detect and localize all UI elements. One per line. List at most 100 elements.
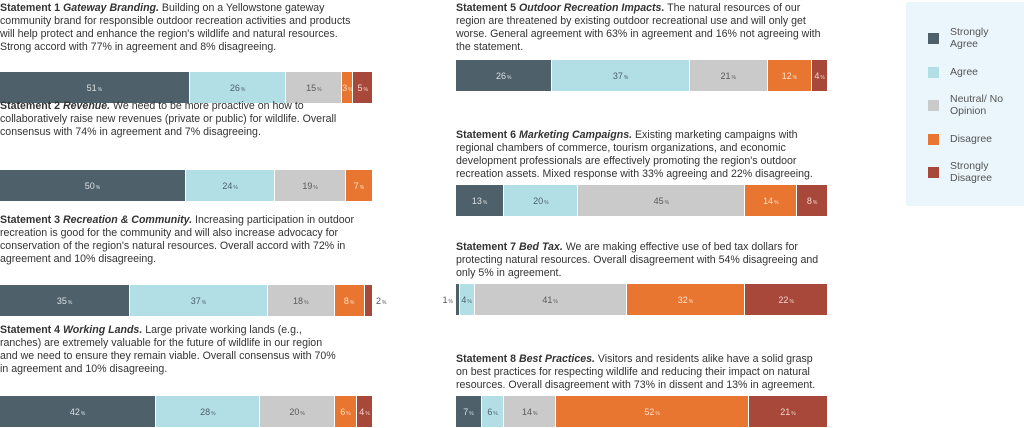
- bar-segment-neutral: 21%: [689, 60, 768, 91]
- bar-segment-disagree: 32%: [626, 284, 746, 315]
- data-label: 21%: [720, 70, 736, 81]
- data-label: 14%: [763, 195, 779, 206]
- legend-item-strongly-agree: Strongly Agree: [928, 26, 1008, 50]
- legend-swatch: [928, 166, 939, 178]
- data-label: 1%: [442, 294, 453, 305]
- bar-segment-strongly-disagree: 2%: [364, 285, 386, 316]
- statement-description: Existing marketing campaigns with region…: [456, 129, 813, 180]
- data-label: 6%: [487, 406, 498, 417]
- statement-number: Statement 3 Recreation & Community.: [0, 214, 193, 226]
- statement-title: Working Lands.: [63, 324, 143, 336]
- legend-label: Agree: [950, 66, 979, 78]
- statement-description: The natural resources of our region are …: [456, 2, 821, 53]
- statement-title: Revenue.: [63, 100, 111, 112]
- data-label: 5%: [357, 82, 368, 93]
- statement-title: Gateway Branding.: [63, 2, 159, 14]
- statement-number: Statement 8 Best Practices.: [456, 353, 595, 365]
- data-label: 4%: [359, 406, 370, 417]
- legend-swatch: [928, 32, 939, 44]
- data-label: 45%: [653, 195, 670, 206]
- bar-segment-strongly-disagree: 4%: [357, 396, 372, 427]
- bar-segment-neutral: 20%: [260, 396, 335, 427]
- data-label: 12%: [781, 70, 798, 81]
- data-label: 24%: [222, 180, 238, 191]
- data-label: 51%: [86, 82, 103, 93]
- legend-swatch: [928, 66, 939, 78]
- bar-segment-neutral: 45%: [578, 185, 746, 216]
- bar-segment-disagree: 3%: [342, 72, 354, 103]
- bar-segment-strongly-disagree: 4%: [812, 60, 827, 91]
- data-label: 4%: [814, 70, 825, 81]
- bar-segment-strongly-agree: 26%: [456, 60, 553, 91]
- data-label: 52%: [644, 406, 660, 417]
- bar-segment-agree: 24%: [186, 170, 276, 201]
- legend: Strongly Agree Agree Neutral/ No Opinion…: [906, 2, 1024, 206]
- statement-number: Statement 6 Marketing Campaigns.: [456, 129, 633, 141]
- legend-label: Disagree: [950, 133, 993, 145]
- statement-number: Statement 4 Working Lands.: [0, 324, 143, 336]
- statement-7-text: Statement 7 Bed Tax. We are making effec…: [456, 241, 826, 280]
- data-label: 20%: [289, 406, 305, 417]
- legend-item-strongly-disagree: Strongly Disagree: [928, 160, 1012, 184]
- statement-title: Outdoor Recreation Impacts.: [519, 2, 665, 14]
- bar-segment-neutral: 15%: [286, 72, 343, 103]
- data-label: 18%: [293, 295, 309, 306]
- statement-description: Increasing participation in outdoor recr…: [0, 214, 355, 265]
- data-label: 21%: [780, 406, 796, 417]
- bar-segment-disagree: 6%: [334, 396, 358, 427]
- data-label: 41%: [542, 294, 558, 305]
- data-label: 13%: [471, 195, 488, 206]
- data-label: 26%: [495, 70, 512, 81]
- statement-1-bar: 51% 26% 15% 3% 5%: [0, 72, 372, 103]
- data-label: 6%: [340, 406, 351, 417]
- statement-number: Statement 2 Revenue.: [0, 100, 111, 112]
- bar-segment-strongly-disagree: 8%: [797, 185, 827, 216]
- statement-description: Visitors and residents alike have a soli…: [456, 353, 816, 391]
- statement-3-bar: 35% 37% 18% 8% 2%: [0, 285, 386, 316]
- data-label: 50%: [84, 180, 101, 191]
- bar-segment-disagree: 12%: [767, 60, 813, 91]
- bar-segment-agree: 26%: [189, 72, 287, 103]
- bar-segment-neutral: 14%: [504, 396, 557, 427]
- bar-segment-disagree: 7%: [345, 170, 372, 201]
- data-label: 28%: [200, 406, 216, 417]
- data-label: 22%: [778, 294, 794, 305]
- statement-1-text: Statement 1 Gateway Branding. Building o…: [0, 2, 368, 54]
- statement-description: Building on a Yellowstone gateway commun…: [0, 2, 351, 53]
- statement-description: We need to be more proactive on how to c…: [0, 100, 337, 138]
- statement-8-bar: 7% 6% 14% 52% 21%: [456, 396, 827, 427]
- bar-segment-strongly-agree: 50%: [0, 170, 186, 201]
- statement-6-bar: 13% 20% 45% 14% 8%: [456, 185, 827, 216]
- legend-item-agree: Agree: [928, 66, 978, 78]
- bar-segment-agree: 6%: [481, 396, 505, 427]
- data-label: 35%: [56, 295, 73, 306]
- statement-number: Statement 5 Outdoor Recreation Impacts.: [456, 2, 665, 14]
- statement-title: Bed Tax.: [519, 241, 563, 253]
- data-label: 8%: [343, 295, 355, 306]
- data-label: 15%: [306, 82, 322, 93]
- bar-segment-strongly-agree: 1%: [443, 284, 460, 315]
- bar-segment-strongly-agree: 35%: [0, 285, 131, 316]
- data-label: 19%: [302, 180, 318, 191]
- statement-title: Marketing Campaigns.: [519, 129, 633, 141]
- data-label: 37%: [190, 295, 207, 306]
- statement-title: Best Practices.: [519, 353, 595, 365]
- statement-title: Recreation & Community.: [63, 214, 193, 226]
- statement-4-text: Statement 4 Working Lands. Large private…: [0, 324, 340, 376]
- data-label: 8%: [806, 195, 818, 206]
- bar-segment-agree: 28%: [156, 396, 261, 427]
- data-label: 4%: [461, 294, 472, 305]
- data-label: 26%: [229, 82, 246, 93]
- legend-swatch: [928, 99, 939, 111]
- statement-7-bar: 1% 4% 41% 32% 22%: [443, 284, 827, 315]
- data-label: 42%: [69, 406, 86, 417]
- data-label: 2%: [375, 295, 387, 306]
- legend-label: Strongly Agree: [950, 26, 989, 50]
- data-label: 37%: [612, 70, 629, 81]
- data-label: 7%: [463, 406, 474, 417]
- legend-item-neutral: Neutral/ No Opinion: [928, 93, 1024, 117]
- bar-segment-disagree: 14%: [745, 185, 798, 216]
- data-label: 32%: [677, 294, 694, 305]
- statement-6-text: Statement 6 Marketing Campaigns. Existin…: [456, 129, 826, 181]
- bar-segment-strongly-agree: 51%: [0, 72, 190, 103]
